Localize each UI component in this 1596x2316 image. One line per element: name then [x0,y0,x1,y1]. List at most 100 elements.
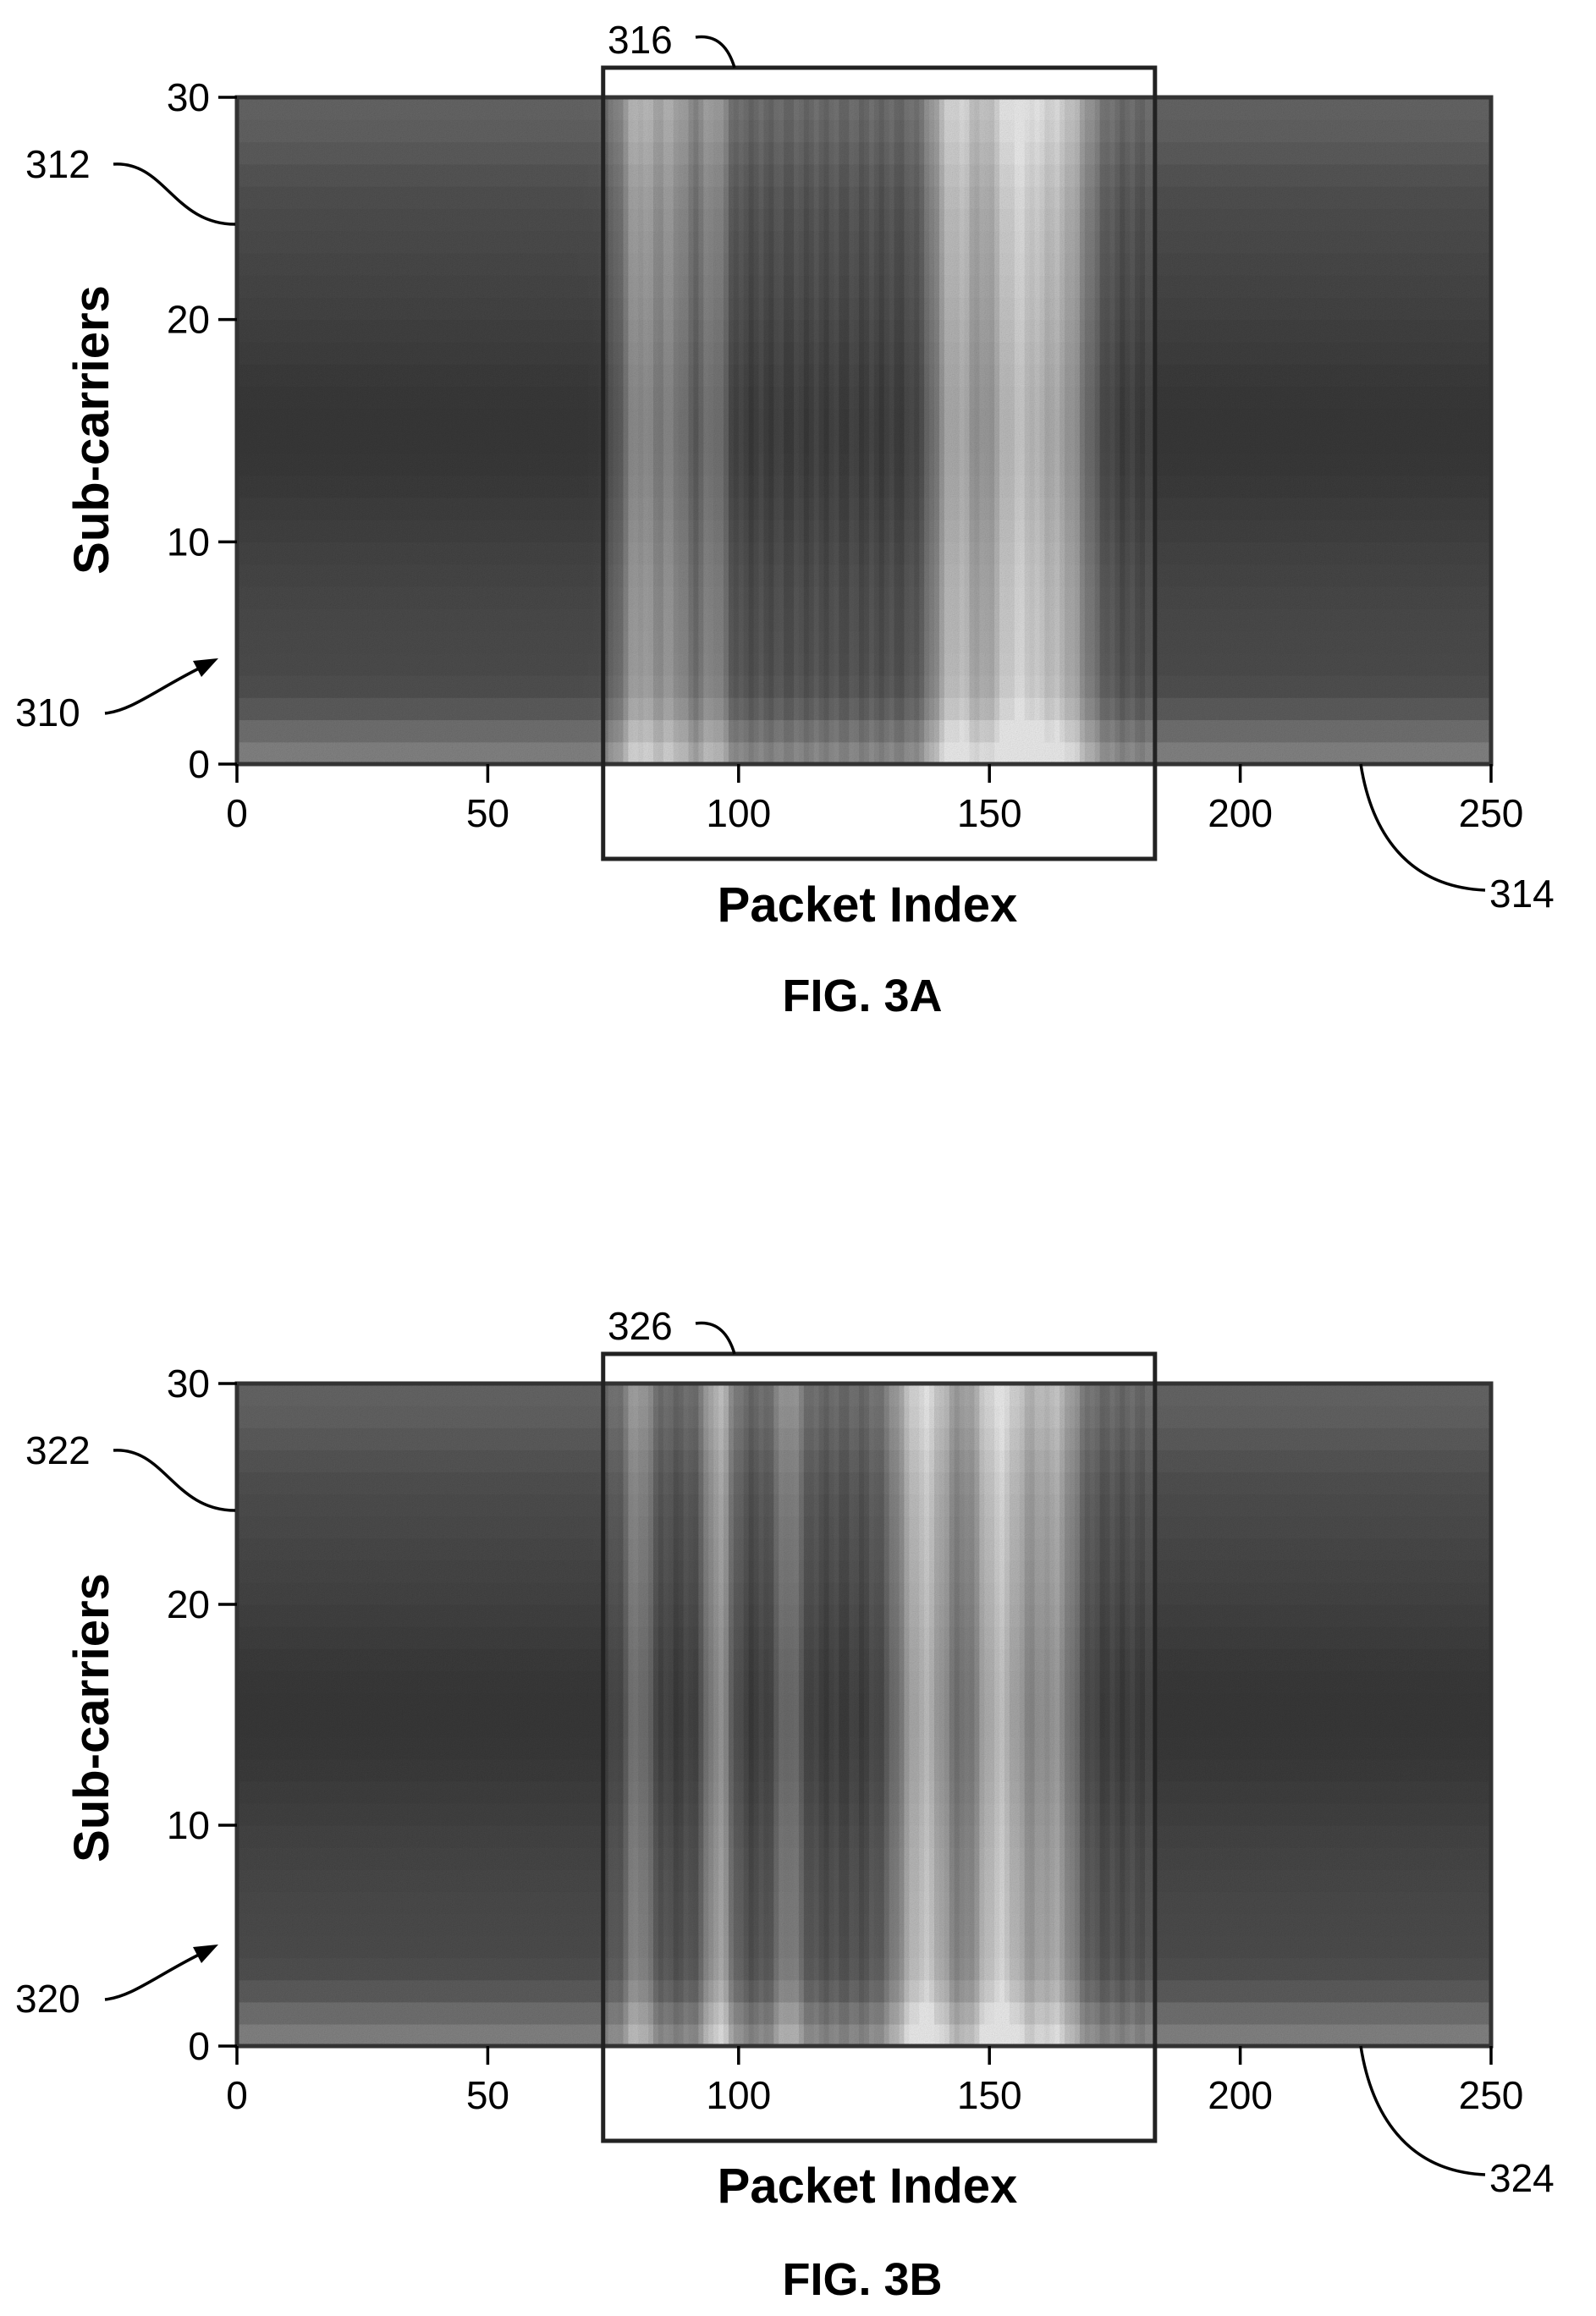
heatmap-cell [1140,741,1146,765]
heatmap-cell [768,741,774,765]
heatmap-cell [417,719,423,743]
heatmap-cell [438,652,443,676]
heatmap-cell [1430,719,1437,743]
heatmap-cell [246,520,253,542]
heatmap-cell [482,586,488,609]
heatmap-cell [969,586,976,609]
heatmap-cell [883,586,890,609]
heatmap-cell [989,319,995,343]
heatmap-cell [292,497,298,520]
heatmap-cell [498,453,504,476]
heatmap-cell [397,719,404,743]
heatmap-cell [808,719,815,743]
heatmap-cell [784,520,790,542]
heatmap-cell [828,319,835,343]
heatmap-cell [587,564,594,587]
heatmap-cell [828,608,835,631]
heatmap-cell [959,497,966,520]
heatmap-cell [438,520,443,542]
heatmap-cell [1125,542,1131,565]
heatmap-cell [432,319,438,343]
heatmap-cell [1310,674,1317,698]
heatmap-cell [422,741,428,765]
heatmap-cell [1104,608,1111,631]
heatmap-cell [944,364,950,388]
heatmap-cell [316,586,323,609]
heatmap-cell [1325,608,1331,631]
heatmap-cell [658,408,664,432]
heatmap-cell [1310,542,1317,565]
heatmap-cell [277,520,283,542]
heatmap-cell [261,586,268,609]
heatmap-cell [1481,341,1487,365]
heatmap-cell [1185,608,1191,631]
heatmap-cell [457,542,464,565]
heatmap-cell [784,630,790,654]
heatmap-cell [251,319,258,343]
heatmap-cell [397,586,404,609]
heatmap-cell [828,586,835,609]
heatmap-cell [763,719,769,743]
heatmap-cell [758,741,765,765]
heatmap-cell [708,652,714,676]
heatmap-cell [1169,564,1176,587]
heatmap-cell [256,741,263,765]
heatmap-cell [508,542,514,565]
heatmap-cell [1219,319,1226,343]
heatmap-cell [688,719,695,743]
heatmap-cell [342,608,349,631]
heatmap-cell [974,520,980,542]
heatmap-cell [472,319,479,343]
heatmap-cell [447,386,454,410]
heatmap-cell [929,364,935,388]
heatmap-cell [548,719,554,743]
heatmap-cell [472,408,479,432]
heatmap-cell [1039,364,1046,388]
heatmap-cell [818,386,825,410]
heatmap-cell [261,652,268,676]
heatmap-cell [889,453,895,476]
heatmap-cell [839,674,845,698]
heatmap-cell [1004,586,1010,609]
heatmap-cell [708,408,714,432]
heatmap-cell [688,741,695,765]
heatmap-cell [1285,719,1291,743]
heatmap-cell [1200,431,1206,454]
heatmap-cell [1250,453,1256,476]
heatmap-cell [844,741,850,765]
heatmap-cell [352,431,358,454]
heatmap-cell [693,542,699,565]
heatmap-cell [1009,542,1015,565]
heatmap-cell [1351,586,1357,609]
heatmap-cell [1089,608,1096,631]
heatmap-cell [1120,520,1125,542]
heatmap-cell [663,319,669,343]
heatmap-cell [1180,741,1186,765]
heatmap-cell [443,719,449,743]
heatmap-cell [272,341,278,365]
heatmap-cell [868,719,875,743]
heatmap-cell [864,697,870,721]
heatmap-cell [592,364,599,388]
heatmap-cell [1461,475,1467,498]
heatmap-cell [277,497,283,520]
heatmap-cell [834,520,839,542]
heatmap-cell [1210,586,1216,609]
heatmap-cell [974,386,980,410]
heatmap-cell [718,542,724,565]
heatmap-cell [1009,630,1015,654]
heatmap-cell [372,719,378,743]
heatmap-cell [663,542,669,565]
heatmap-cell [352,319,358,343]
heatmap-cell [909,564,915,587]
heatmap-cell [1200,408,1206,432]
heatmap-cell [813,741,820,765]
heatmap-cell [994,630,1000,654]
heatmap-cell [678,630,685,654]
heatmap-cell [1320,431,1326,454]
heatmap-cell [1070,741,1076,765]
heatmap-cell [994,408,1000,432]
heatmap-cell [472,719,479,743]
heatmap-cell [443,697,449,721]
heatmap-cell [498,341,504,365]
